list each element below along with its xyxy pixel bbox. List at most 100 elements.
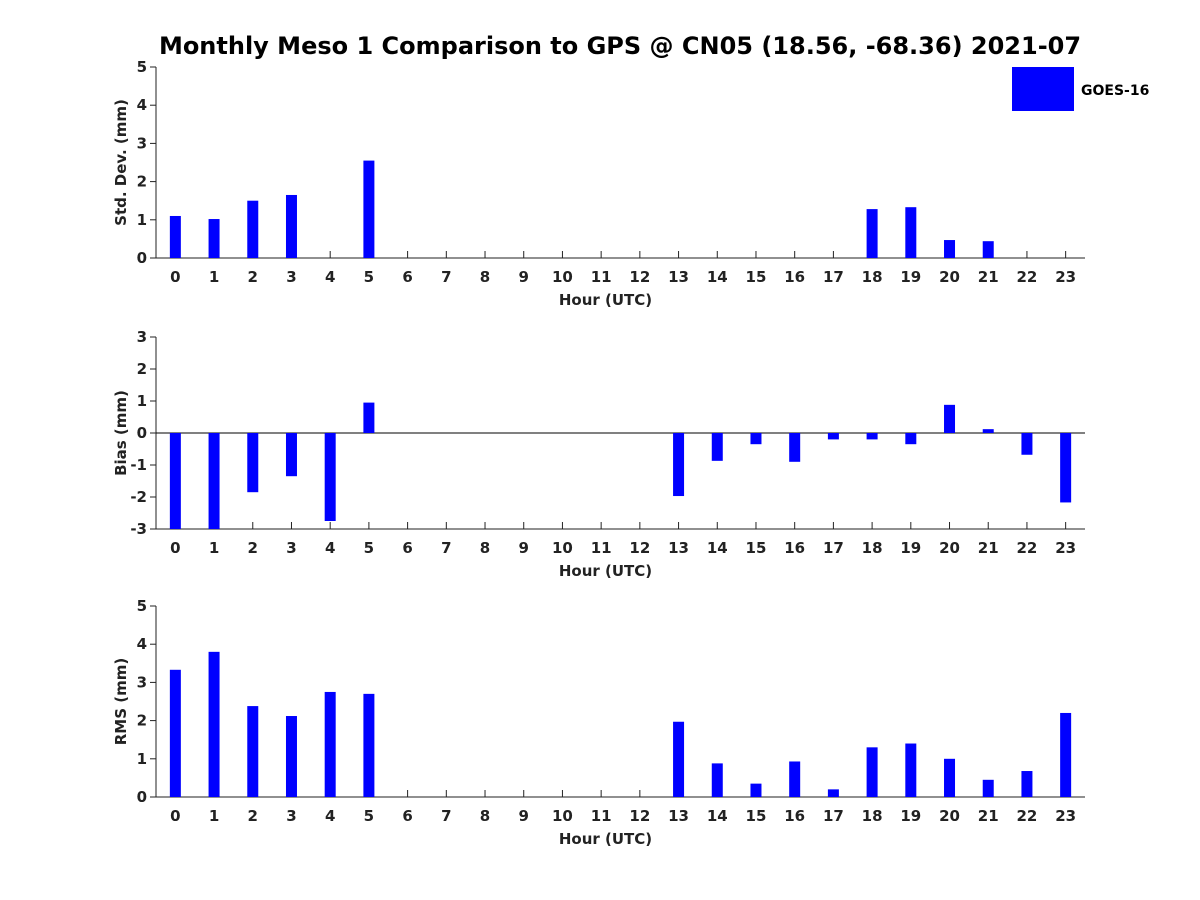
- x-tick-label: 6: [402, 807, 412, 825]
- x-tick-label: 8: [480, 807, 490, 825]
- x-tick-label: 11: [591, 268, 612, 286]
- bar-std-3: [285, 194, 297, 258]
- bar-bias-21: [982, 429, 994, 433]
- x-tick-label: 19: [900, 268, 921, 286]
- bar-rms-1: [208, 651, 220, 797]
- x-tick-label: 16: [784, 807, 805, 825]
- y-axis-label: RMS (mm): [112, 658, 130, 745]
- x-tick-label: 22: [1017, 539, 1038, 557]
- x-tick-label: 10: [552, 268, 573, 286]
- bar-rms-23: [1060, 712, 1072, 797]
- x-tick-label: 12: [629, 539, 650, 557]
- chart-title: Monthly Meso 1 Comparison to GPS @ CN05 …: [159, 32, 1081, 60]
- bar-bias-13: [673, 433, 685, 497]
- bar-std-2: [247, 200, 259, 258]
- x-tick-label: 22: [1017, 807, 1038, 825]
- bar-bias-23: [1060, 433, 1072, 503]
- bar-rms-5: [363, 693, 375, 797]
- x-tick-label: 18: [862, 539, 883, 557]
- x-tick-label: 4: [325, 539, 335, 557]
- bar-rms-21: [982, 779, 994, 797]
- bar-bias-5: [363, 402, 375, 433]
- bar-bias-16: [789, 433, 801, 462]
- x-tick-label: 11: [591, 539, 612, 557]
- y-tick-label: 0: [137, 424, 147, 442]
- x-tick-label: 20: [939, 807, 960, 825]
- x-axis-label: Hour (UTC): [559, 562, 652, 580]
- x-tick-label: 5: [364, 807, 374, 825]
- x-tick-label: 5: [364, 268, 374, 286]
- legend: GOES-16: [1012, 67, 1149, 111]
- bar-bias-19: [905, 433, 917, 445]
- x-tick-label: 3: [286, 268, 296, 286]
- x-tick-label: 3: [286, 539, 296, 557]
- x-tick-label: 1: [209, 807, 219, 825]
- bar-std-20: [944, 240, 956, 258]
- x-tick-label: 9: [519, 539, 529, 557]
- x-tick-label: 22: [1017, 268, 1038, 286]
- bar-bias-4: [324, 433, 336, 521]
- y-tick-label: 4: [137, 96, 147, 114]
- bar-rms-3: [285, 716, 297, 797]
- x-axis-label: Hour (UTC): [559, 291, 652, 309]
- bar-rms-17: [827, 789, 839, 797]
- y-tick-label: 1: [137, 211, 147, 229]
- x-tick-label: 17: [823, 268, 844, 286]
- x-tick-label: 10: [552, 807, 573, 825]
- x-tick-label: 5: [364, 539, 374, 557]
- x-tick-label: 13: [668, 807, 689, 825]
- bar-rms-0: [169, 669, 181, 797]
- bar-rms-14: [711, 763, 723, 797]
- bar-std-21: [982, 241, 994, 258]
- x-tick-label: 9: [519, 268, 529, 286]
- y-tick-label: 2: [137, 173, 147, 191]
- x-tick-label: 21: [978, 807, 999, 825]
- x-tick-label: 9: [519, 807, 529, 825]
- bar-bias-20: [944, 404, 956, 433]
- legend-swatch: [1012, 67, 1074, 111]
- x-tick-label: 2: [248, 807, 258, 825]
- x-tick-label: 4: [325, 268, 335, 286]
- x-tick-label: 10: [552, 539, 573, 557]
- bar-bias-0: [169, 433, 181, 529]
- y-tick-label: 5: [137, 597, 147, 615]
- bar-rms-22: [1021, 771, 1033, 797]
- y-tick-label: 1: [137, 392, 147, 410]
- x-tick-label: 4: [325, 807, 335, 825]
- x-tick-label: 3: [286, 807, 296, 825]
- x-tick-label: 18: [862, 807, 883, 825]
- x-tick-label: 6: [402, 539, 412, 557]
- x-tick-label: 21: [978, 268, 999, 286]
- bar-std-0: [169, 215, 181, 258]
- x-tick-label: 2: [248, 268, 258, 286]
- x-tick-label: 15: [746, 268, 767, 286]
- bar-rms-13: [673, 721, 685, 797]
- x-tick-label: 11: [591, 807, 612, 825]
- x-tick-label: 12: [629, 807, 650, 825]
- y-tick-label: 3: [137, 134, 147, 152]
- x-tick-label: 20: [939, 268, 960, 286]
- bar-bias-2: [247, 433, 259, 493]
- x-tick-label: 23: [1055, 539, 1076, 557]
- x-axis-label: Hour (UTC): [559, 830, 652, 848]
- bar-bias-22: [1021, 433, 1033, 455]
- x-tick-label: 20: [939, 539, 960, 557]
- y-tick-label: -3: [130, 520, 147, 538]
- legend-label: GOES-16: [1081, 83, 1149, 99]
- bar-std-18: [866, 209, 878, 258]
- bar-rms-15: [750, 783, 762, 797]
- y-axis-label: Bias (mm): [112, 390, 130, 476]
- bar-rms-4: [324, 691, 336, 797]
- x-tick-label: 7: [441, 268, 451, 286]
- y-tick-label: 2: [137, 360, 147, 378]
- y-tick-label: 0: [137, 249, 147, 267]
- x-tick-label: 0: [170, 539, 180, 557]
- bar-rms-19: [905, 743, 917, 797]
- x-tick-label: 0: [170, 268, 180, 286]
- bar-std-1: [208, 219, 220, 258]
- x-tick-label: 1: [209, 268, 219, 286]
- x-tick-label: 14: [707, 539, 728, 557]
